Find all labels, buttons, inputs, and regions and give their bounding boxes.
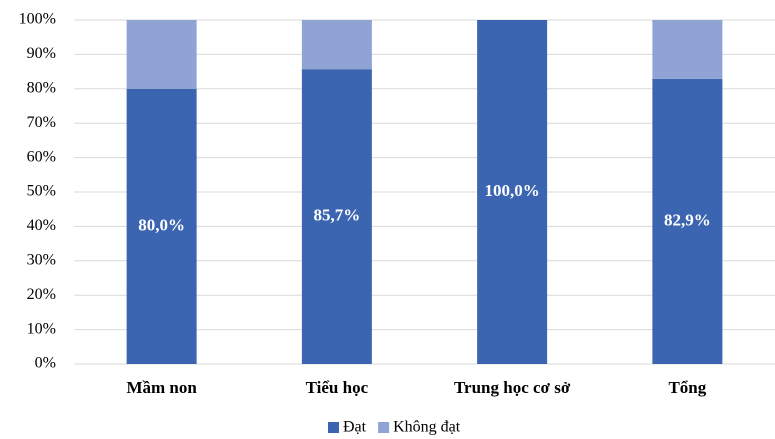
bar-segment	[652, 78, 723, 364]
bar-segment	[301, 20, 372, 70]
bar-segment	[477, 20, 548, 364]
bar-segment	[652, 20, 723, 79]
y-tick-label: 60%	[27, 148, 56, 165]
value-label: 82,9%	[664, 210, 711, 229]
x-tick-label: Trung học cơ sở	[454, 378, 571, 397]
y-tick-label: 100%	[19, 11, 56, 28]
value-label: 80,0%	[138, 215, 185, 234]
y-tick-label: 80%	[27, 79, 56, 96]
legend-label: Đạt	[343, 419, 367, 436]
bar-segment	[126, 88, 197, 365]
y-tick-label: 70%	[27, 114, 56, 131]
x-tick-label: Tiểu học	[306, 378, 369, 397]
y-tick-label: 10%	[27, 320, 56, 337]
bar-segment	[126, 20, 197, 89]
legend-label: Không đạt	[393, 419, 461, 436]
value-label: 85,7%	[314, 206, 361, 225]
x-tick-label: Tổng	[668, 378, 706, 397]
y-tick-label: 0%	[35, 355, 56, 372]
legend-swatch	[378, 422, 390, 433]
value-label: 100,0%	[485, 181, 540, 200]
y-tick-label: 30%	[27, 251, 56, 268]
bar-segment	[301, 69, 372, 364]
y-tick-label: 50%	[27, 183, 56, 200]
x-tick-label: Mầm non	[126, 378, 197, 397]
legend-swatch	[328, 422, 339, 433]
y-tick-label: 90%	[27, 45, 56, 62]
y-tick-label: 40%	[27, 217, 56, 234]
y-tick-label: 20%	[27, 286, 56, 303]
